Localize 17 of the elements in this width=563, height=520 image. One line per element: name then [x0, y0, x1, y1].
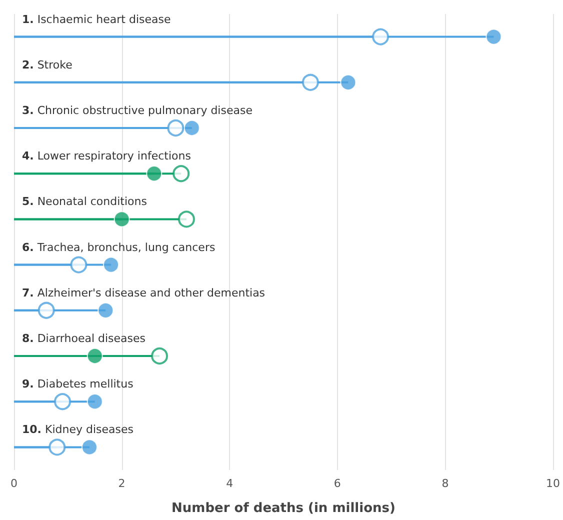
x-tick-label: 10: [546, 477, 560, 490]
y-tick-label: 1. Ischaemic heart disease: [22, 12, 171, 26]
y-tick-label: 8. Diarrhoeal diseases: [22, 332, 146, 345]
y-tick-label: 2. Stroke: [22, 58, 73, 72]
y-tick-label: 4. Lower respiratory infections: [22, 150, 192, 163]
y-tick-label: 10. Kidney diseases: [22, 423, 134, 436]
x-tick-label: 2: [118, 477, 126, 490]
y-tick-label: 7. Alzheimer's disease and other dementias: [22, 286, 266, 300]
x-axis-title: Number of deaths (in millions): [172, 501, 396, 516]
y-tick-label: 5. Neonatal conditions: [22, 195, 148, 208]
y-tick-label: 9. Diabetes mellitus: [22, 378, 134, 391]
x-tick-label: 4: [226, 477, 234, 490]
x-tick-label: 6: [334, 477, 341, 490]
x-tick-label: 0: [10, 477, 18, 490]
y-tick-label: 3. Chronic obstructive pulmonary disease: [22, 104, 253, 117]
x-tick-label: 8: [442, 477, 449, 490]
y-tick-label: 6. Trachea, bronchus, lung cancers: [22, 240, 216, 254]
